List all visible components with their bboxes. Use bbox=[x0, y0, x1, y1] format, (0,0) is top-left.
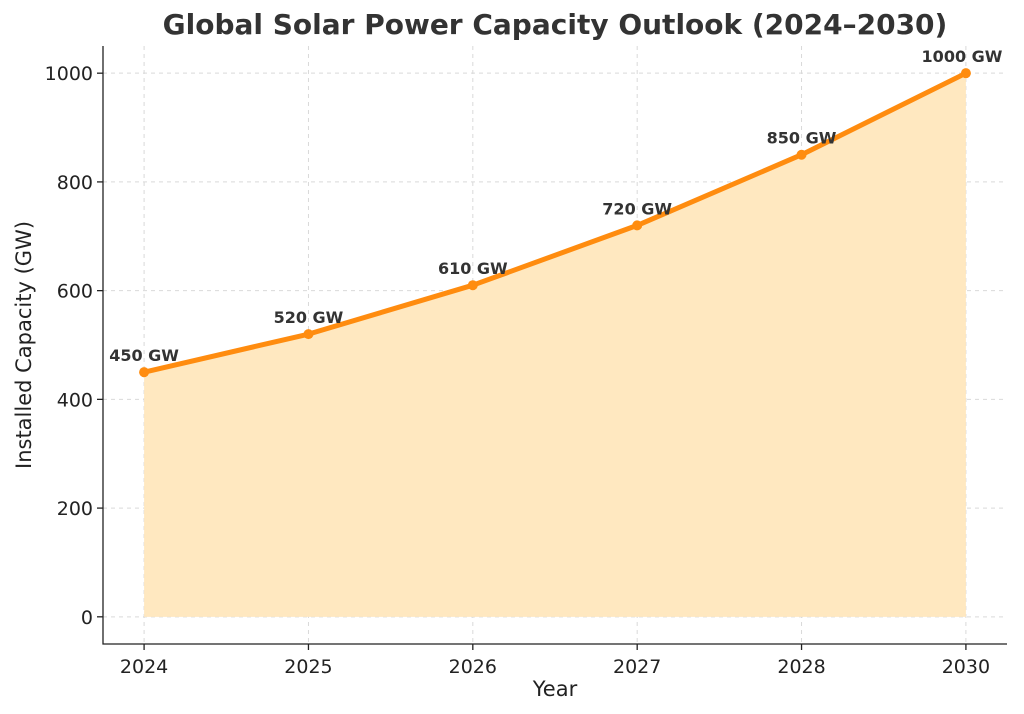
axis-spines bbox=[102, 46, 1007, 645]
tick-labels: 0 200 400 600 800 1000 2024 2025 2026 2027 2028 203… bbox=[45, 63, 990, 678]
y-tick-label: 400 bbox=[57, 389, 93, 411]
data-point bbox=[632, 220, 643, 231]
x-tick-label: 2024 bbox=[120, 656, 168, 678]
y-axis-label: Installed Capacity (GW) bbox=[12, 221, 36, 469]
x-tick-label: 2030 bbox=[942, 656, 990, 678]
data-label: 850 GW bbox=[767, 129, 837, 148]
axes bbox=[97, 46, 1007, 650]
data-label: 610 GW bbox=[438, 259, 508, 278]
x-tick-label: 2027 bbox=[613, 656, 661, 678]
data-label: 720 GW bbox=[602, 199, 672, 218]
data-label: 520 GW bbox=[274, 308, 344, 327]
data-label: 1000 GW bbox=[922, 47, 1003, 66]
y-tick-label: 1000 bbox=[45, 63, 93, 85]
x-tick-label: 2026 bbox=[449, 656, 497, 678]
data-point bbox=[796, 149, 807, 160]
y-tick-label: 0 bbox=[81, 607, 93, 629]
chart-title: Global Solar Power Capacity Outlook (202… bbox=[163, 8, 948, 41]
y-tick-label: 600 bbox=[57, 281, 93, 303]
data-labels: 450 GW 520 GW 610 GW 720 GW 850 GW 1000 GW bbox=[109, 47, 1003, 365]
y-tick-label: 800 bbox=[57, 172, 93, 194]
data-label: 450 GW bbox=[109, 346, 179, 365]
series-layer bbox=[139, 68, 971, 378]
y-tick-label: 200 bbox=[57, 498, 93, 520]
area-layer bbox=[144, 73, 966, 617]
x-tick-label: 2028 bbox=[777, 656, 825, 678]
x-tick-label: 2025 bbox=[284, 656, 332, 678]
x-axis-label: Year bbox=[532, 677, 578, 701]
data-point bbox=[139, 367, 150, 378]
data-point bbox=[467, 280, 478, 291]
data-point bbox=[303, 329, 314, 340]
data-point bbox=[960, 68, 971, 79]
area-fill bbox=[144, 73, 966, 617]
series-line bbox=[141, 70, 969, 375]
